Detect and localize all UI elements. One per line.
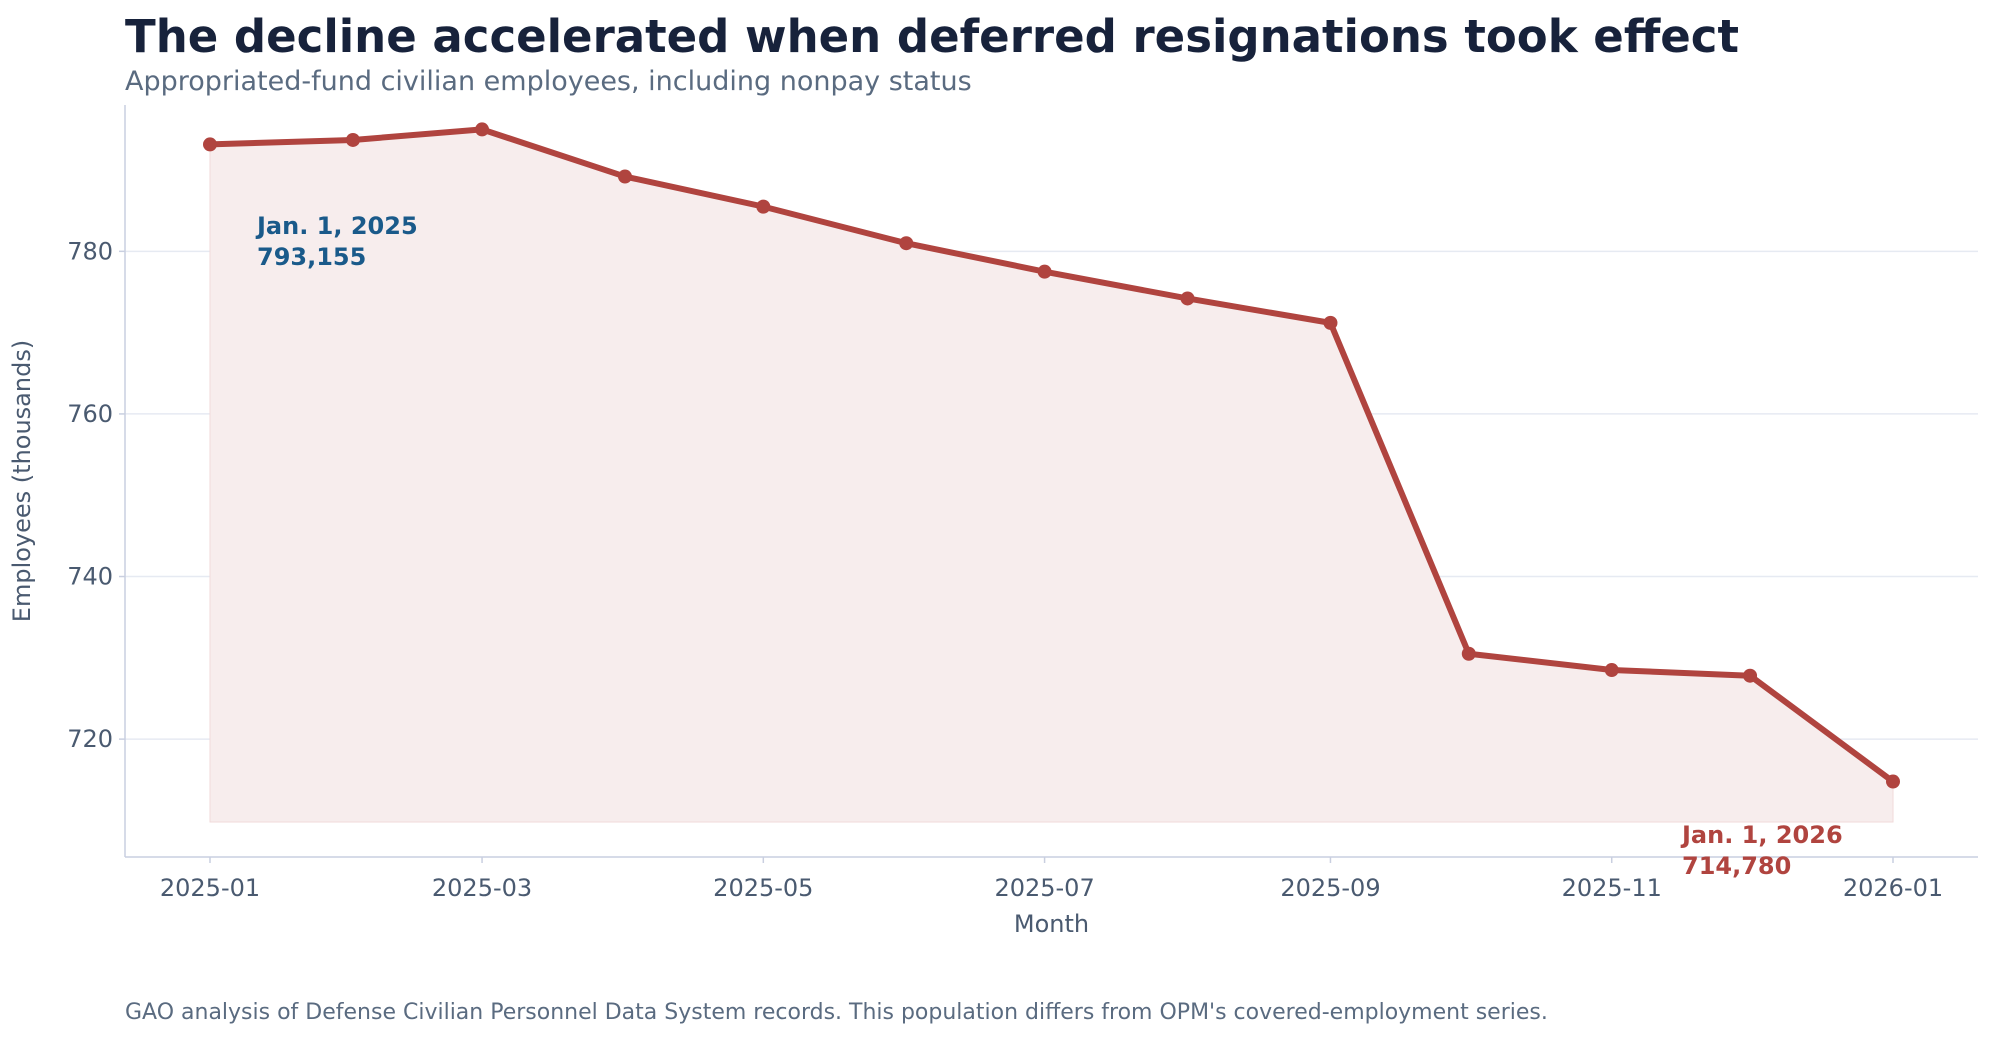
data-point <box>203 137 217 152</box>
data-point <box>475 122 490 137</box>
chart-subtitle: Appropriated-fund civilian employees, in… <box>125 66 972 97</box>
end-annotation-value: 714,780 <box>1682 852 1791 880</box>
data-point <box>1323 315 1338 330</box>
x-tick-label: 2025-11 <box>1562 874 1662 902</box>
end-annotation: Jan. 1, 2026 714,780 <box>1680 821 1843 880</box>
x-tick-label: 2025-09 <box>1280 874 1380 902</box>
data-point <box>1743 668 1758 683</box>
area-fill <box>209 128 1894 823</box>
start-annotation: Jan. 1, 2025 793,155 <box>255 212 418 271</box>
data-point <box>345 132 360 147</box>
x-tick-label: 2025-01 <box>160 874 260 902</box>
x-tick-label: 2025-07 <box>994 874 1094 902</box>
data-point <box>1604 663 1619 678</box>
data-point <box>756 199 771 214</box>
area-fill-layer <box>209 128 1894 823</box>
data-point <box>1886 774 1900 789</box>
y-axis-title: Employees (thousands) <box>8 340 36 622</box>
y-tick-label: 720 <box>67 725 113 753</box>
axes <box>124 105 1978 858</box>
data-points <box>203 122 1900 789</box>
start-annotation-value: 793,155 <box>257 243 366 271</box>
data-point <box>1037 264 1052 279</box>
y-tick-label: 740 <box>67 563 113 591</box>
x-axis-title: Month <box>1014 910 1089 938</box>
data-point <box>899 236 914 251</box>
tick-labels: 720 740 760 780 2025-01 2025-03 2025-05 2025-07… <box>67 237 1943 902</box>
end-annotation-date: Jan. 1, 2026 <box>1680 821 1843 849</box>
source-note: GAO analysis of Defense Civilian Personn… <box>125 1000 1548 1025</box>
data-point <box>1180 291 1195 306</box>
data-point <box>1461 646 1476 661</box>
chart-title: The decline accelerated when deferred re… <box>125 10 1739 63</box>
x-tick-label: 2025-03 <box>432 874 532 902</box>
data-point <box>617 169 632 184</box>
start-annotation-date: Jan. 1, 2025 <box>255 212 418 240</box>
x-tick-label: 2026-01 <box>1843 874 1943 902</box>
y-tick-label: 760 <box>67 400 113 428</box>
y-tick-label: 780 <box>67 237 113 265</box>
x-tick-label: 2025-05 <box>713 874 813 902</box>
